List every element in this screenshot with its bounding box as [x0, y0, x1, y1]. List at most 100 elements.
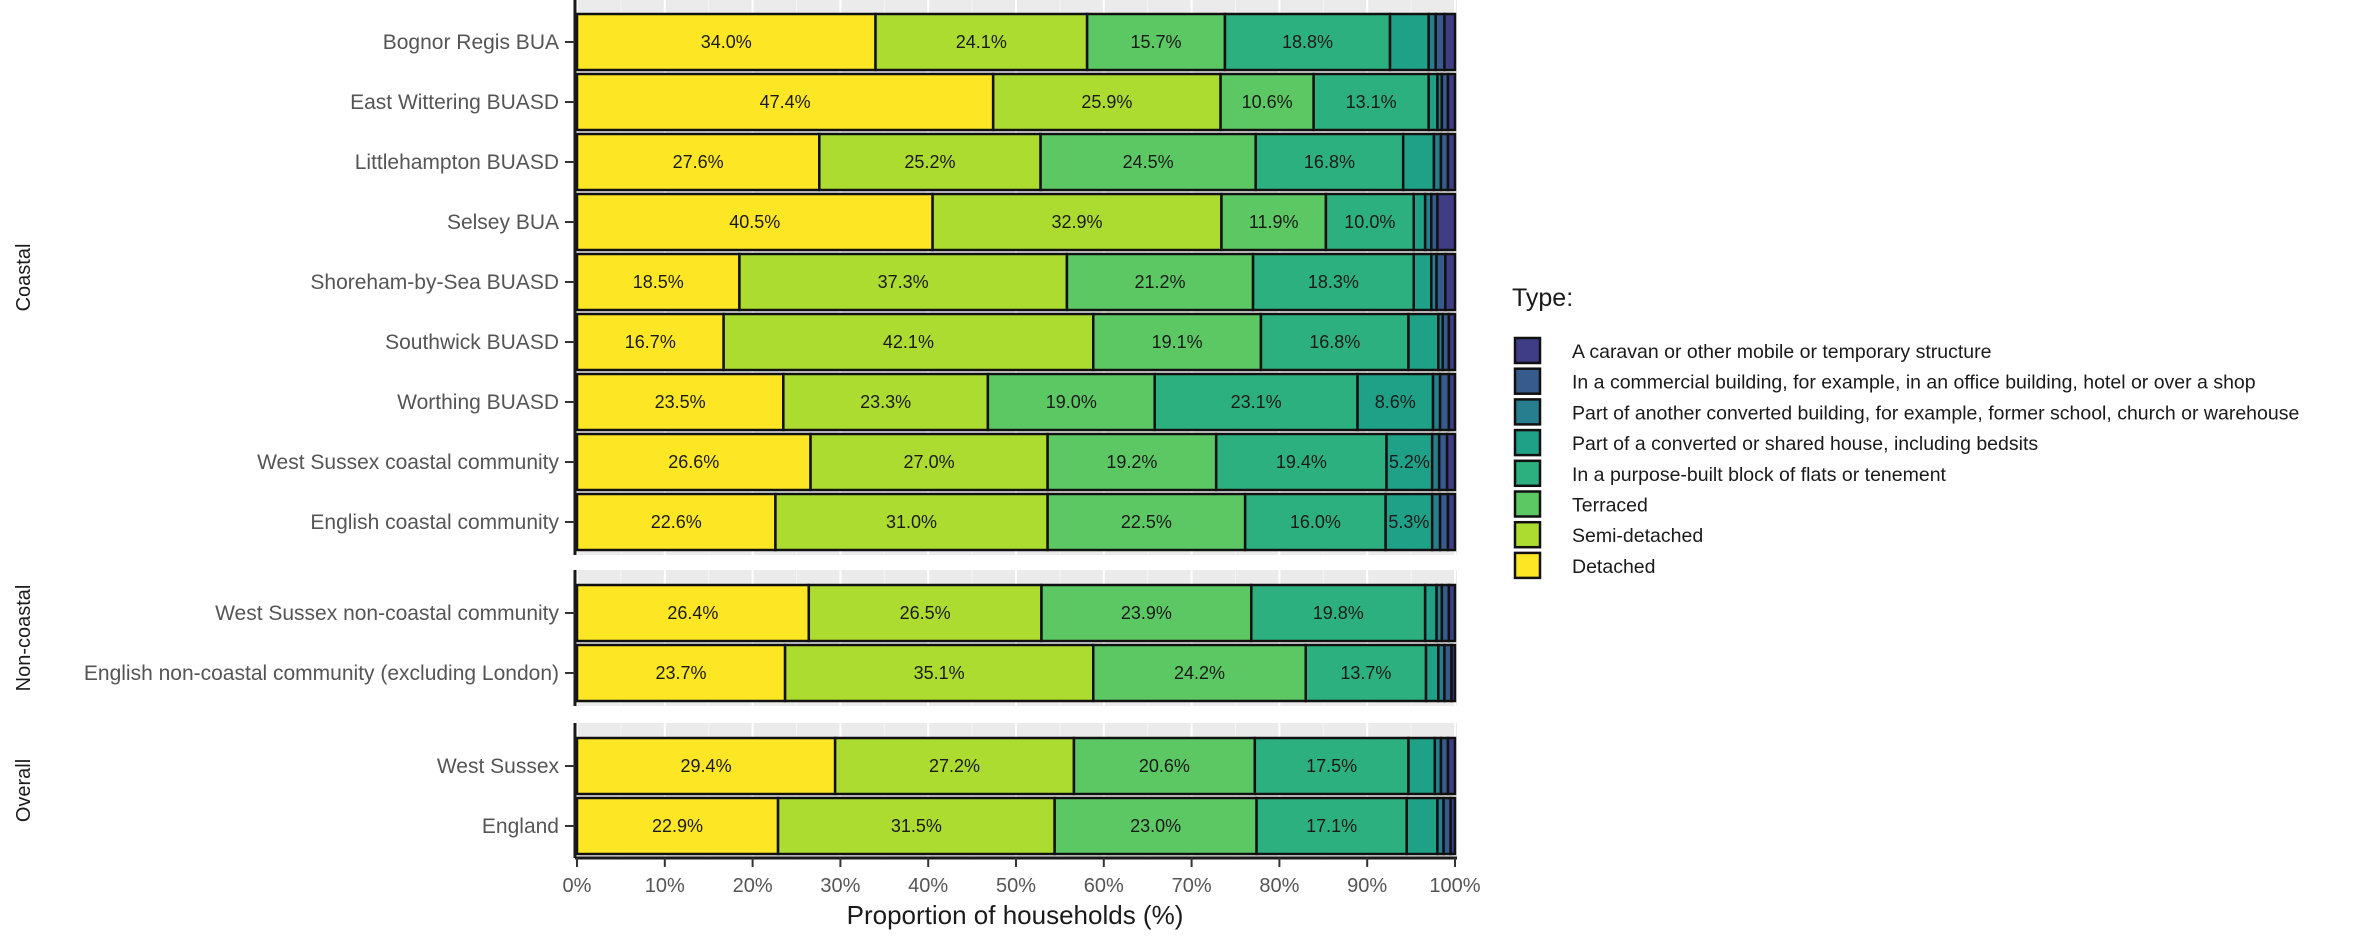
bar-segment	[1424, 643, 1440, 703]
data-label: 20.6%	[1139, 756, 1190, 776]
bar-segment	[1255, 796, 1408, 856]
bar-segment	[1046, 432, 1218, 492]
category-label: Shoreham-by-Sea BUASD	[310, 271, 559, 294]
x-tick-label: 100%	[1429, 875, 1480, 897]
bar-segment	[1450, 643, 1457, 703]
data-label: 11.9%	[1249, 212, 1299, 232]
bar-segment	[575, 132, 821, 192]
data-label: 31.0%	[886, 512, 937, 532]
data-label: 26.6%	[668, 452, 719, 472]
data-label: 16.8%	[1309, 332, 1360, 352]
category-label: England	[482, 815, 559, 838]
data-label: 23.9%	[1121, 603, 1172, 623]
bar-segment	[1447, 312, 1457, 372]
legend-swatch	[1513, 520, 1542, 549]
legend-title: Type:	[1512, 284, 1573, 312]
bar-segment	[1040, 583, 1253, 643]
x-tick-label: 50%	[996, 875, 1036, 897]
data-label: 22.9%	[652, 816, 703, 836]
bar-segment	[722, 312, 1095, 372]
category-label: West Sussex coastal community	[257, 451, 559, 474]
bar-segment	[575, 492, 777, 552]
bar-segment	[1405, 796, 1439, 856]
bar-segment	[1243, 492, 1387, 552]
bar-segment	[991, 72, 1222, 132]
data-label: 31.5%	[891, 816, 942, 836]
x-tick-label: 40%	[908, 875, 948, 897]
bar-segment	[1219, 72, 1315, 132]
legend-label: Part of a converted or shared house, inc…	[1572, 433, 2038, 455]
data-label: 23.7%	[656, 663, 707, 683]
bar-segment	[776, 796, 1056, 856]
data-label: 42.1%	[883, 332, 934, 352]
data-label: 18.3%	[1308, 272, 1359, 292]
category-label: Selsey BUA	[447, 211, 559, 234]
facet-label-coastal: Coastal	[13, 244, 35, 312]
bar-segment	[1401, 132, 1436, 192]
x-tick-label: 30%	[820, 875, 860, 897]
data-label: 26.5%	[900, 603, 951, 623]
bar-segment	[874, 12, 1089, 72]
category-label: West Sussex	[437, 755, 560, 778]
data-label: 25.9%	[1081, 92, 1132, 112]
legend-label: Part of another converted building, for …	[1572, 402, 2299, 424]
legend: Type: A caravan or other mobile or tempo…	[1512, 284, 2299, 580]
bar-segment	[1434, 12, 1446, 72]
data-label: 23.1%	[1231, 392, 1282, 412]
bar-segment	[1427, 72, 1439, 132]
legend-swatch	[1513, 490, 1542, 518]
legend-label: In a purpose-built block of flats or ten…	[1572, 464, 1947, 486]
bar-segment	[807, 583, 1043, 643]
data-label: 27.2%	[929, 756, 980, 776]
legend-swatch	[1513, 398, 1542, 426]
bar-segment	[575, 432, 812, 492]
bar-segment	[738, 252, 1069, 312]
facet-label-overall: Overall	[13, 759, 35, 822]
data-label: 18.8%	[1282, 32, 1333, 52]
bar-segment	[782, 372, 990, 432]
category-label: English coastal community	[310, 511, 559, 534]
data-label: 47.4%	[760, 92, 811, 112]
data-label: 13.7%	[1340, 663, 1391, 683]
bar-segment	[1046, 492, 1247, 552]
bar-segment	[1447, 372, 1457, 432]
bar-segment	[1407, 736, 1437, 796]
data-label: 10.6%	[1242, 92, 1293, 112]
legend-label: Terraced	[1572, 495, 1648, 517]
bar-segment	[575, 736, 837, 796]
data-label: 26.4%	[667, 603, 718, 623]
bar-segment	[1072, 736, 1257, 796]
data-label: 15.7%	[1131, 32, 1182, 52]
bar-segment	[1446, 736, 1457, 796]
bar-segment	[1388, 12, 1430, 72]
legend-swatch	[1513, 551, 1542, 580]
data-label: 23.0%	[1130, 816, 1181, 836]
data-label: 16.0%	[1290, 512, 1341, 532]
bar-segment	[833, 736, 1076, 796]
bar-segment	[1153, 372, 1359, 432]
data-label: 32.9%	[1051, 212, 1102, 232]
data-label: 35.1%	[914, 663, 965, 683]
bar-segment	[1385, 432, 1434, 492]
data-label: 17.1%	[1306, 816, 1357, 836]
bar-segment	[575, 12, 877, 72]
legend-swatch	[1513, 459, 1542, 488]
x-tick-label: 90%	[1347, 875, 1387, 897]
data-label: 23.5%	[655, 392, 706, 412]
bar-segment	[1423, 583, 1438, 643]
bar-segment	[1446, 72, 1457, 132]
x-tick-label: 70%	[1172, 875, 1212, 897]
category-label: Southwick BUASD	[385, 331, 559, 354]
data-label: 5.2%	[1389, 452, 1430, 472]
category-label: West Sussex non-coastal community	[215, 602, 559, 625]
bar-segment	[809, 432, 1049, 492]
facet-label-non-coastal: Non-coastal	[13, 585, 35, 692]
bar-segment	[986, 372, 1156, 432]
bar-segment	[1446, 492, 1457, 552]
bar-segment	[783, 643, 1095, 703]
data-label: 17.5%	[1306, 756, 1357, 776]
data-label: 27.0%	[904, 452, 955, 472]
bar-segment	[1356, 372, 1435, 432]
bar-segment	[575, 312, 725, 372]
